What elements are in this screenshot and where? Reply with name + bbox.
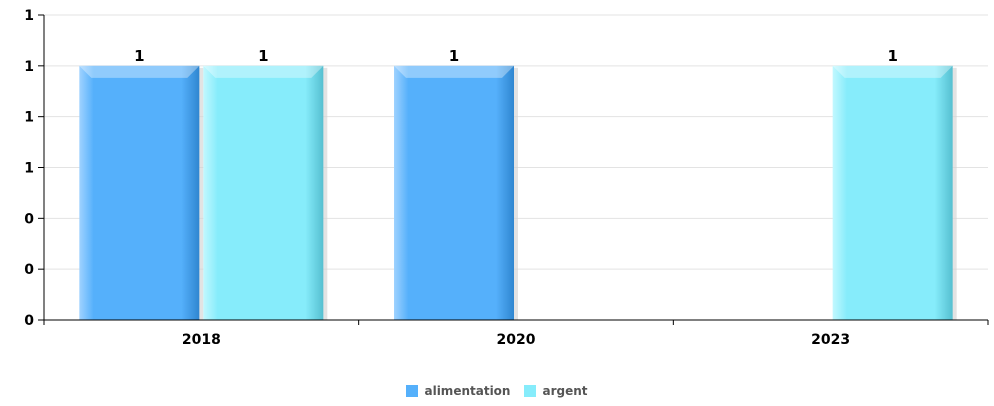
bar-bevel [79,65,200,78]
y-tick-label: 1 [24,8,34,24]
bar-bevel [394,65,514,78]
bar-bevel [203,65,324,78]
bar-bevel [832,65,953,78]
bar-chart-plot: 0 0 0 1 1 1 1 1 1 2018 1 2020 1 2023 [24,8,989,348]
x-tick-label: 2023 [811,332,850,348]
x-tick-label: 2018 [182,332,221,348]
y-tick-label: 0 [24,262,34,278]
data-label: 1 [258,47,268,65]
legend-label-alimentation: alimentation [424,384,511,398]
bar-alimentation-2020[interactable] [394,65,514,320]
y-tick-label: 1 [24,59,34,75]
legend-swatch-alimentation [406,385,419,397]
bar-alimentation-2018[interactable] [79,65,200,320]
legend: alimentation argent [0,384,994,398]
y-tick-label: 0 [24,211,34,227]
y-tick-label: 1 [24,110,34,126]
data-label: 1 [887,47,897,65]
legend-label-argent: argent [542,384,588,398]
x-tick-label: 2020 [497,332,536,348]
y-tick-label: 0 [24,313,34,329]
bar-argent-2023[interactable] [832,65,953,320]
legend-item-alimentation[interactable]: alimentation [406,384,510,398]
data-label: 1 [134,47,144,65]
y-tick-label: 1 [24,161,34,177]
bar-argent-2018[interactable] [203,65,324,320]
legend-item-argent[interactable]: argent [524,384,588,398]
data-label: 1 [449,47,459,65]
legend-swatch-argent [524,385,537,397]
